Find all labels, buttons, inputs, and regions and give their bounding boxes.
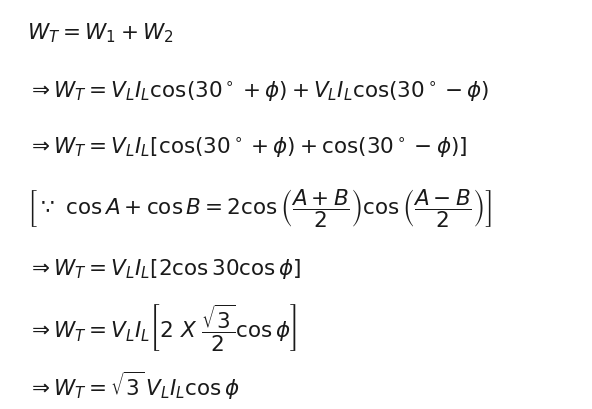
Text: $\Rightarrow W_T = \sqrt{3}\, V_L I_L \cos \phi$: $\Rightarrow W_T = \sqrt{3}\, V_L I_L \c… — [27, 369, 240, 400]
Text: $\Rightarrow W_T = V_L I_L \left[2\ X\ \dfrac{\sqrt{3}}{2} \cos \phi\right]$: $\Rightarrow W_T = V_L I_L \left[2\ X\ \… — [27, 302, 297, 353]
Text: $\Rightarrow W_T = V_L I_L [2 \cos 30 \cos \phi]$: $\Rightarrow W_T = V_L I_L [2 \cos 30 \c… — [27, 256, 301, 280]
Text: $\Rightarrow W_T = V_L I_L [\cos(30^\circ + \phi) + \cos(30^\circ - \phi)]$: $\Rightarrow W_T = V_L I_L [\cos(30^\cir… — [27, 135, 467, 159]
Text: $\left[\because\ \cos A + \cos B = 2 \cos \left(\dfrac{A+B}{2}\right) \cos \left: $\left[\because\ \cos A + \cos B = 2 \co… — [27, 187, 492, 230]
Text: $W_T = W_1 + W_2$: $W_T = W_1 + W_2$ — [27, 21, 173, 45]
Text: $\Rightarrow W_T = V_L I_L \cos(30^\circ + \phi) + V_L I_L \cos(30^\circ - \phi): $\Rightarrow W_T = V_L I_L \cos(30^\circ… — [27, 80, 489, 104]
